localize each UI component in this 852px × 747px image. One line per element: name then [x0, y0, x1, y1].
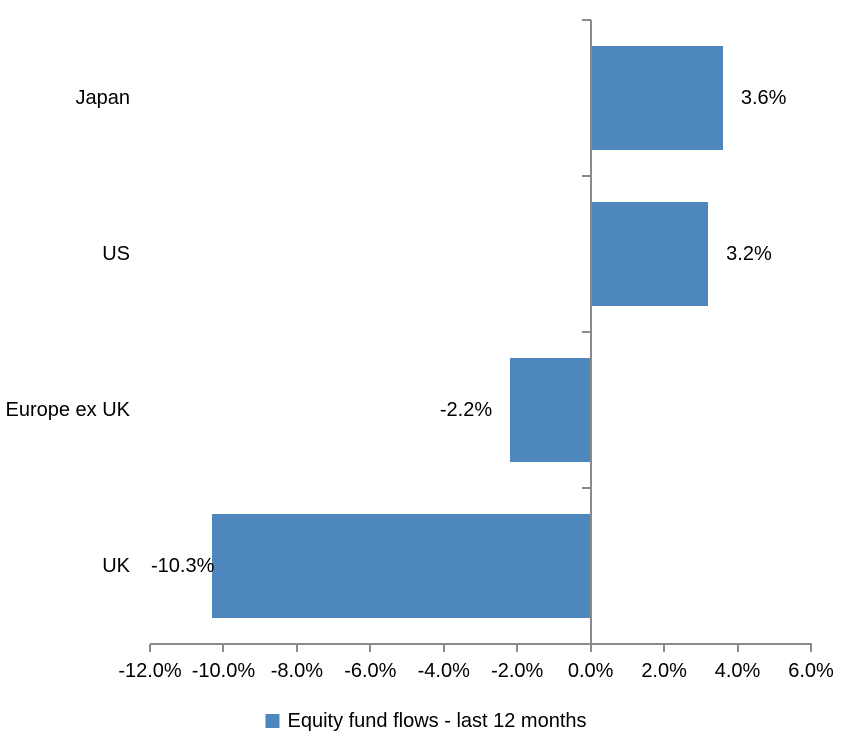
category-label: Europe ex UK	[5, 399, 130, 421]
x-tick-label: -10.0%	[191, 660, 256, 682]
legend-swatch	[265, 714, 280, 728]
value-label: 3.2%	[726, 243, 772, 265]
x-axis-tick	[810, 644, 812, 652]
bar	[590, 202, 709, 306]
x-tick-label: -4.0%	[417, 660, 470, 682]
y-axis-tick	[581, 19, 591, 21]
x-axis-tick	[589, 644, 592, 652]
bar	[212, 514, 591, 618]
bar	[590, 46, 723, 150]
x-tick-label: -2.0%	[491, 660, 544, 682]
x-axis-tick	[516, 644, 519, 652]
category-label: Japan	[75, 87, 131, 109]
y-axis-tick	[581, 331, 591, 333]
x-tick-label: 4.0%	[714, 660, 761, 682]
x-axis-tick	[149, 644, 151, 652]
x-tick-label: 0.0%	[567, 660, 614, 682]
x-tick-label: -6.0%	[344, 660, 397, 682]
legend: Equity fund flows - last 12 months	[265, 708, 587, 734]
x-axis-tick	[222, 644, 225, 652]
x-axis-tick	[663, 644, 666, 652]
value-label: 3.6%	[740, 87, 787, 109]
x-axis-line	[150, 643, 812, 645]
x-tick-label: -12.0%	[118, 660, 182, 682]
x-axis-tick	[442, 644, 445, 652]
x-tick-label: 6.0%	[788, 660, 834, 682]
x-axis-tick	[369, 644, 372, 652]
y-axis-tick	[581, 487, 591, 489]
legend-label: Equity fund flows - last 12 months	[287, 710, 587, 732]
value-label: -2.2%	[439, 399, 493, 421]
y-axis-tick	[581, 175, 591, 177]
x-tick-label: 2.0%	[641, 660, 687, 682]
value-label: -10.3%	[151, 555, 215, 577]
category-label: US	[102, 243, 130, 265]
x-tick-label: -8.0%	[270, 660, 323, 682]
y-axis-line	[589, 20, 592, 645]
x-axis-tick	[736, 644, 739, 652]
x-axis-tick	[295, 644, 298, 652]
category-label: UK	[102, 555, 130, 577]
bar	[509, 358, 591, 462]
